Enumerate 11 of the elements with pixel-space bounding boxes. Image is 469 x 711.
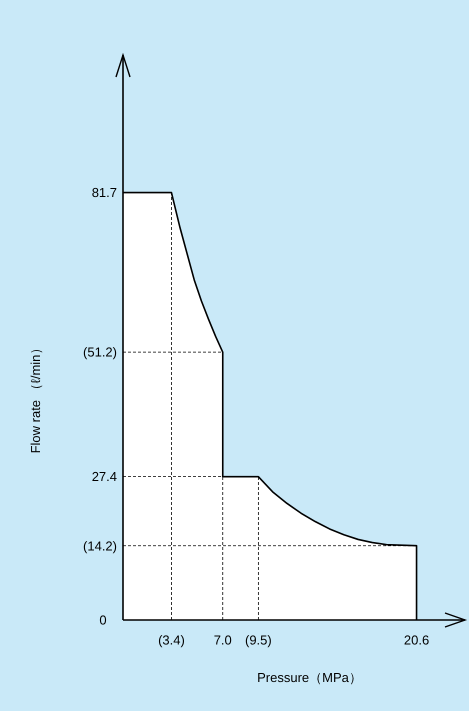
y-tick-label: 0 [99,612,107,628]
y-tick-label: 27.4 [92,469,117,484]
x-tick-label: 20.6 [404,632,430,648]
y-tick-label: (14.2) [83,538,117,554]
x-tick-label: (3.4) [158,632,185,648]
x-tick-label: (9.5) [245,632,272,648]
y-tick-label: 81.7 [92,185,117,200]
y-axis-title: Flow rate （ℓ/min） [28,342,43,454]
x-tick-label: 7.0 [214,632,232,648]
y-tick-label: (51.2) [83,344,117,360]
x-axis-title: Pressure（MPa） [257,670,362,685]
